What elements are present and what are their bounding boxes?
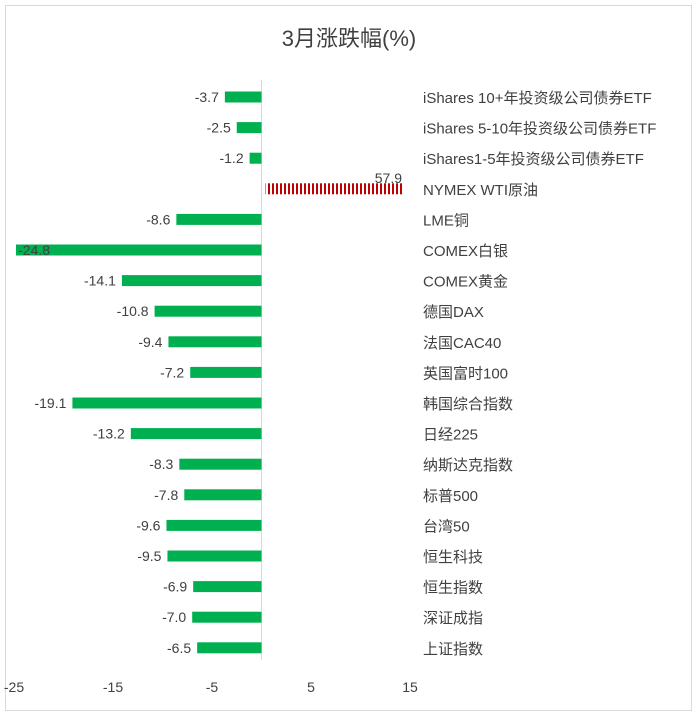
bar (190, 366, 262, 378)
bar (197, 642, 262, 654)
bar (192, 611, 262, 623)
x-tick-label: -5 (206, 679, 219, 695)
data-label: -9.6 (136, 517, 160, 533)
data-label: -19.1 (34, 395, 66, 411)
x-tick-label: -15 (103, 679, 123, 695)
data-label: -9.4 (138, 334, 162, 350)
bar (265, 183, 402, 195)
category-label: 恒生科技 (423, 549, 483, 566)
category-label: 恒生指数 (423, 580, 483, 597)
data-label: -10.8 (117, 303, 149, 319)
data-label: -8.3 (149, 456, 173, 472)
bar (15, 244, 262, 256)
bar (176, 213, 262, 225)
category-label: 深证成指 (423, 610, 483, 627)
category-label: 标普500 (423, 488, 478, 505)
category-label: 德国DAX (423, 303, 484, 321)
x-tick-label: 15 (402, 679, 418, 695)
data-label: -6.9 (163, 579, 187, 595)
data-label: -7.0 (162, 609, 186, 625)
data-label: -13.2 (93, 426, 125, 442)
bar (166, 519, 262, 531)
data-label: -1.2 (219, 150, 243, 166)
bar (184, 489, 262, 501)
bar (154, 305, 262, 317)
bar (130, 428, 262, 440)
category-label: 法国CAC40 (423, 335, 501, 352)
category-label: 纳斯达克指数 (423, 457, 513, 474)
bar (179, 458, 262, 470)
bar (249, 152, 262, 164)
bar (193, 581, 262, 593)
x-tick-label: 5 (307, 679, 315, 695)
data-label: -2.5 (207, 120, 231, 136)
bar (72, 397, 262, 409)
chart-title: 3月涨跌幅(%) (282, 26, 416, 51)
data-label: -6.5 (167, 640, 191, 656)
data-label: -3.7 (195, 89, 219, 105)
category-label: iShares 5-10年投资级公司债券ETF (423, 121, 656, 138)
chart-frame (5, 5, 692, 711)
bar (224, 91, 262, 103)
data-label: -7.8 (154, 487, 178, 503)
category-label: COMEX黄金 (423, 274, 508, 291)
category-label: iShares1-5年投资级公司债券ETF (423, 151, 644, 168)
category-label: iShares 10+年投资级公司债券ETF (423, 90, 652, 107)
category-label: 韩国综合指数 (423, 396, 513, 413)
data-label: -9.5 (137, 548, 161, 564)
bar (167, 550, 262, 562)
data-label: -7.2 (160, 364, 184, 380)
category-label: 上证指数 (423, 641, 483, 658)
bar (168, 336, 262, 348)
category-label: NYMEX WTI原油 (423, 182, 538, 199)
data-label: -14.1 (84, 273, 116, 289)
category-label: 日经225 (423, 427, 478, 444)
category-label: 台湾50 (423, 518, 470, 535)
category-label: LME铜 (423, 212, 469, 229)
bar (121, 275, 262, 287)
bar (236, 122, 262, 134)
category-label: COMEX白银 (423, 243, 508, 260)
category-label: 英国富时100 (423, 364, 508, 382)
data-label: 57.9 (375, 170, 402, 186)
x-tick-label: -25 (4, 679, 24, 695)
data-label: -8.6 (146, 211, 170, 227)
data-label: -24.8 (18, 242, 50, 258)
